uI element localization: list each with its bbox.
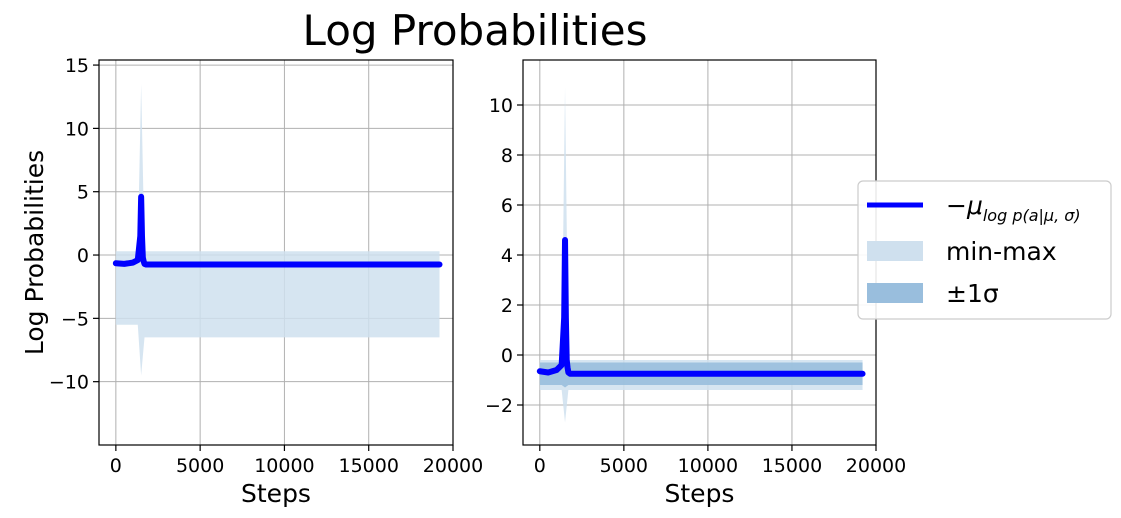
mean-line <box>112 193 443 268</box>
y-tick-label: 10 <box>489 95 513 117</box>
legend-label: −μlog p(a|μ, σ) <box>946 191 1081 225</box>
legend-label: ±1σ <box>946 279 999 308</box>
y-tick-label: 0 <box>77 245 89 267</box>
y-tick-label: 2 <box>501 295 513 317</box>
axes-frame <box>98 59 454 446</box>
x-tick-label: 5000 <box>600 455 648 477</box>
legend-minmax-swatch <box>867 241 923 261</box>
chart-legend: −μlog p(a|μ, σ) min-max ±1σ <box>857 180 1112 320</box>
x-tick-label: 15000 <box>762 455 822 477</box>
x-tick-label: 20000 <box>846 455 906 477</box>
x-tick-label: 0 <box>534 455 546 477</box>
legend-label: min-max <box>946 237 1057 266</box>
y-tick-label: −10 <box>49 372 89 394</box>
x-axis-label: Steps <box>241 479 311 508</box>
x-tick-label: 5000 <box>176 455 224 477</box>
y-tick-label: −5 <box>61 308 89 330</box>
x-tick-label: 15000 <box>338 455 398 477</box>
y-axis-label: Log Probabilities <box>20 150 49 355</box>
x-tick-label: 10000 <box>254 455 314 477</box>
y-tick-label: 4 <box>501 245 513 267</box>
y-tick-label: 5 <box>77 182 89 204</box>
mean-line <box>536 237 866 377</box>
minmax-band <box>115 84 440 376</box>
right-chart-panel: 0 5000 10000 15000 20000 −2 0 2 4 6 8 10 Steps <box>485 59 906 508</box>
minmax-band <box>539 87 863 423</box>
y-tick-label: 10 <box>65 118 89 140</box>
x-tick-label: 20000 <box>423 455 483 477</box>
y-tick-label: 8 <box>501 145 513 167</box>
y-tick-label: 6 <box>501 195 513 217</box>
y-tick-label: −2 <box>485 395 513 417</box>
x-tick-label: 10000 <box>678 455 738 477</box>
std-band <box>539 315 863 388</box>
legend-std-swatch <box>867 283 923 303</box>
figure-title: Log Probabilities <box>303 6 648 55</box>
x-tick-label: 0 <box>110 455 122 477</box>
x-axis-label: Steps <box>665 479 735 508</box>
y-tick-label: 0 <box>501 345 513 367</box>
left-chart-panel: 0 5000 10000 15000 20000 −10 −5 0 5 10 15 Steps Log … <box>20 55 483 508</box>
y-tick-label: 15 <box>65 55 89 77</box>
